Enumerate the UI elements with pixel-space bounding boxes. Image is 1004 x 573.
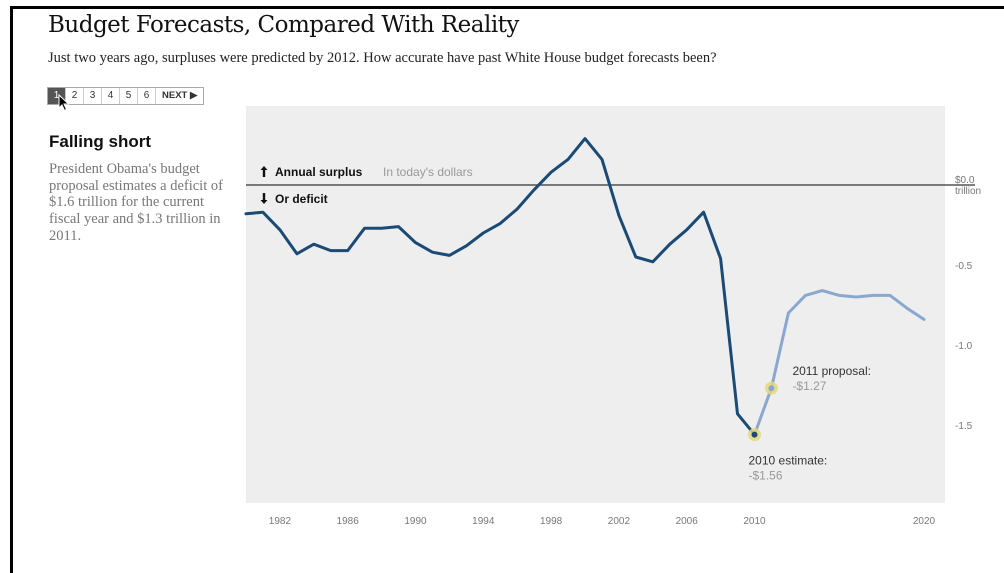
page-button-6[interactable]: 6 bbox=[138, 88, 156, 104]
next-button[interactable]: NEXT ▶ bbox=[156, 88, 203, 104]
x-tick-label: 1990 bbox=[404, 516, 427, 527]
frame-top-border bbox=[10, 6, 1004, 9]
page-button-2[interactable]: 2 bbox=[66, 88, 84, 104]
annotation-value: -$1.27 bbox=[792, 379, 826, 393]
y-tick-label: $0.0 bbox=[955, 175, 975, 186]
data-point-marker bbox=[768, 385, 775, 392]
surplus-note: In today's dollars bbox=[383, 165, 473, 179]
plot-background bbox=[246, 106, 945, 503]
page-subtitle: Just two years ago, surpluses were predi… bbox=[48, 50, 717, 66]
annotation-value: -$1.56 bbox=[749, 469, 783, 483]
x-tick-label: 2010 bbox=[743, 516, 766, 527]
surplus-label: Annual surplus bbox=[275, 165, 363, 179]
page-button-4[interactable]: 4 bbox=[102, 88, 120, 104]
mouse-pointer-icon bbox=[58, 94, 70, 112]
annotation-label: 2011 proposal: bbox=[792, 364, 871, 378]
x-tick-label: 1998 bbox=[540, 516, 563, 527]
x-tick-label: 1994 bbox=[472, 516, 495, 527]
x-tick-label: 2020 bbox=[913, 516, 936, 527]
page-button-5[interactable]: 5 bbox=[120, 88, 138, 104]
actual-series-line bbox=[244, 137, 756, 437]
x-tick-label: 2006 bbox=[676, 516, 699, 527]
sidebar-heading: Falling short bbox=[49, 132, 151, 151]
annotation-label: 2010 estimate: bbox=[749, 454, 828, 468]
sidebar-text: President Obama's budget proposal estima… bbox=[49, 161, 223, 244]
pager: 1 2 3 4 5 6 NEXT ▶ bbox=[47, 87, 205, 105]
y-tick-unit: trillion bbox=[955, 186, 981, 197]
forecast-series-line bbox=[753, 289, 926, 437]
next-label: NEXT bbox=[162, 90, 188, 101]
x-tick-label: 2002 bbox=[608, 516, 631, 527]
arrow-down-icon bbox=[260, 193, 268, 204]
x-tick-label: 1982 bbox=[269, 516, 292, 527]
y-tick-label: -1.5 bbox=[955, 421, 973, 432]
frame-left-border bbox=[10, 6, 13, 573]
triangle-right-icon: ▶ bbox=[189, 90, 198, 101]
page-button-3[interactable]: 3 bbox=[84, 88, 102, 104]
deficit-label: Or deficit bbox=[275, 192, 328, 206]
page-title: Budget Forecasts, Compared With Reality bbox=[48, 12, 519, 38]
x-tick-label: 1986 bbox=[337, 516, 360, 527]
y-tick-label: -0.5 bbox=[955, 261, 973, 272]
arrow-up-icon bbox=[260, 166, 268, 177]
y-tick-label: -1.0 bbox=[955, 341, 973, 352]
data-point-marker bbox=[751, 431, 758, 438]
